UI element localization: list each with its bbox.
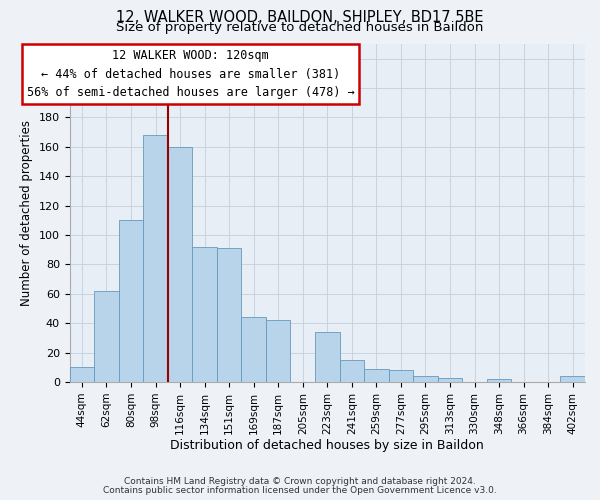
Text: 12, WALKER WOOD, BAILDON, SHIPLEY, BD17 5BE: 12, WALKER WOOD, BAILDON, SHIPLEY, BD17 …	[116, 10, 484, 25]
Bar	[193, 247, 217, 382]
Bar	[315, 332, 340, 382]
Bar	[70, 368, 94, 382]
Y-axis label: Number of detached properties: Number of detached properties	[20, 120, 33, 306]
Text: Contains HM Land Registry data © Crown copyright and database right 2024.: Contains HM Land Registry data © Crown c…	[124, 477, 476, 486]
Text: Contains public sector information licensed under the Open Government Licence v3: Contains public sector information licen…	[103, 486, 497, 495]
Bar	[438, 378, 462, 382]
Bar	[266, 320, 290, 382]
X-axis label: Distribution of detached houses by size in Baildon: Distribution of detached houses by size …	[170, 440, 484, 452]
Bar	[143, 135, 168, 382]
Bar	[241, 318, 266, 382]
Text: Size of property relative to detached houses in Baildon: Size of property relative to detached ho…	[116, 21, 484, 34]
Bar	[389, 370, 413, 382]
Bar	[217, 248, 241, 382]
Bar	[94, 291, 119, 382]
Bar	[340, 360, 364, 382]
Bar	[168, 147, 193, 382]
Bar	[413, 376, 438, 382]
Text: 12 WALKER WOOD: 120sqm
← 44% of detached houses are smaller (381)
56% of semi-de: 12 WALKER WOOD: 120sqm ← 44% of detached…	[27, 49, 355, 99]
Bar	[487, 379, 511, 382]
Bar	[119, 220, 143, 382]
Bar	[560, 376, 585, 382]
Bar	[364, 369, 389, 382]
